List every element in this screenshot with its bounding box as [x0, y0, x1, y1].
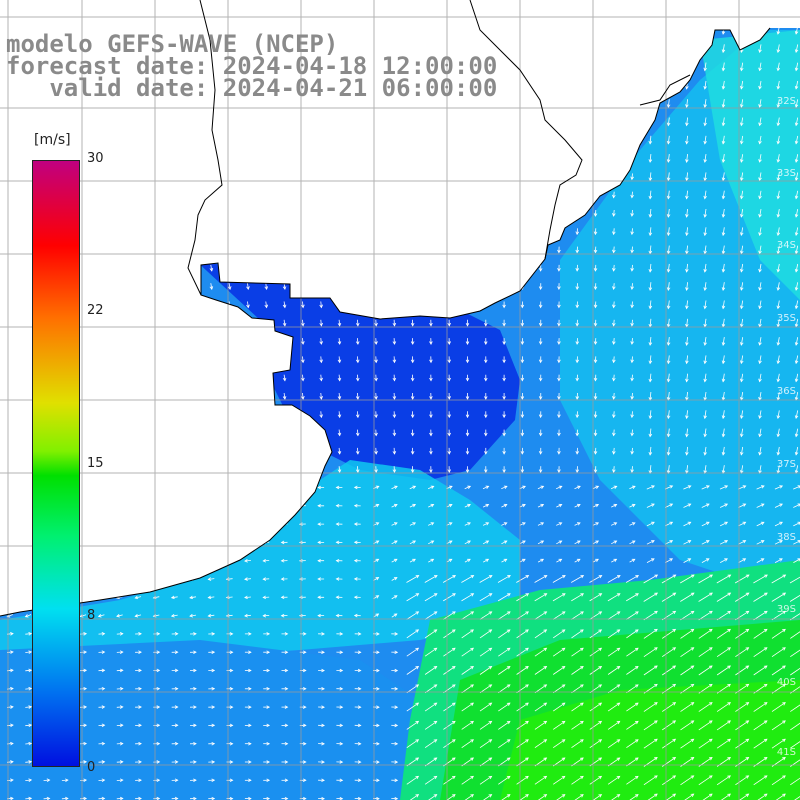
coastline	[0, 0, 771, 617]
colorbar-tick-30: 30	[87, 151, 104, 166]
map-title-model: modelo GEFS-WAVE (NCEP)	[6, 30, 339, 58]
colorbar-tick-0: 0	[87, 760, 96, 775]
lat-label: 39S	[776, 604, 796, 615]
lat-label: 33S	[776, 168, 796, 179]
lat-label: 35S	[776, 313, 796, 324]
lat-label: 38S	[776, 532, 796, 543]
colorbar-tick-8: 8	[87, 608, 96, 623]
lat-label: 36S	[776, 386, 796, 397]
colorbar-unit-label: [m/s]	[34, 132, 71, 148]
lat-label: 34S	[776, 240, 796, 251]
lat-label: 32S	[776, 96, 796, 107]
map-title-forecast-date: forecast date: 2024-04-18 12:00:00	[6, 52, 498, 80]
map-title-valid-date: valid date: 2024-04-21 06:00:00	[6, 74, 498, 102]
colorbar-tick-22: 22	[87, 303, 104, 318]
lat-label: 37S	[776, 459, 796, 470]
colorbar	[32, 160, 80, 767]
colorbar-tick-15: 15	[87, 456, 104, 471]
lat-label: 41S	[776, 747, 796, 758]
lat-label: 40S	[776, 677, 796, 688]
